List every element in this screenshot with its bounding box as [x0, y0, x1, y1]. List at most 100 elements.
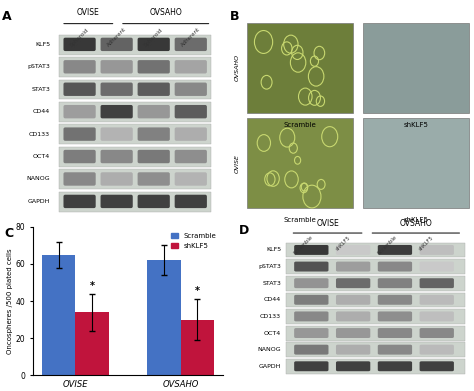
- Bar: [59, 169, 211, 189]
- Text: GAPDH: GAPDH: [259, 364, 281, 369]
- Text: STAT3: STAT3: [262, 281, 281, 286]
- Bar: [75, 312, 109, 375]
- FancyBboxPatch shape: [175, 127, 207, 141]
- FancyBboxPatch shape: [175, 195, 207, 208]
- Text: CD133: CD133: [260, 314, 281, 319]
- FancyBboxPatch shape: [294, 278, 328, 288]
- FancyBboxPatch shape: [100, 195, 133, 208]
- Text: Scramble: Scramble: [284, 217, 317, 223]
- Text: NANOG: NANOG: [27, 176, 50, 181]
- FancyBboxPatch shape: [419, 328, 454, 338]
- Bar: [59, 57, 211, 77]
- FancyBboxPatch shape: [100, 105, 133, 118]
- Text: Adherent: Adherent: [180, 27, 201, 48]
- FancyBboxPatch shape: [378, 345, 412, 355]
- FancyBboxPatch shape: [64, 127, 96, 141]
- Text: B: B: [230, 10, 239, 23]
- FancyBboxPatch shape: [100, 60, 133, 74]
- FancyBboxPatch shape: [64, 60, 96, 74]
- Text: shKLF5: shKLF5: [404, 217, 428, 223]
- Text: C: C: [5, 227, 14, 240]
- Bar: [181, 320, 214, 375]
- Bar: [286, 309, 465, 324]
- Bar: [59, 124, 211, 144]
- Text: OVSAHO: OVSAHO: [400, 219, 432, 228]
- Text: GAPDH: GAPDH: [28, 199, 50, 204]
- Text: pSTAT3: pSTAT3: [258, 264, 281, 269]
- FancyBboxPatch shape: [378, 312, 412, 321]
- Bar: [363, 118, 469, 208]
- Text: CD44: CD44: [33, 109, 50, 114]
- FancyBboxPatch shape: [100, 38, 133, 51]
- Bar: [59, 102, 211, 122]
- Bar: [59, 79, 211, 99]
- Bar: [286, 326, 465, 341]
- Text: OVISE: OVISE: [77, 8, 100, 17]
- FancyBboxPatch shape: [294, 262, 328, 271]
- Text: CD133: CD133: [29, 132, 50, 136]
- FancyBboxPatch shape: [336, 295, 370, 305]
- Text: D: D: [239, 224, 250, 237]
- Text: Spheroid: Spheroid: [143, 27, 164, 48]
- Text: Scramble: Scramble: [376, 235, 398, 256]
- FancyBboxPatch shape: [175, 150, 207, 163]
- FancyBboxPatch shape: [336, 345, 370, 355]
- Bar: [247, 23, 353, 113]
- FancyBboxPatch shape: [378, 278, 412, 288]
- FancyBboxPatch shape: [336, 278, 370, 288]
- Text: shKLF5: shKLF5: [418, 235, 435, 251]
- FancyBboxPatch shape: [378, 262, 412, 271]
- FancyBboxPatch shape: [175, 83, 207, 96]
- FancyBboxPatch shape: [294, 245, 328, 255]
- Text: shKLF5: shKLF5: [404, 122, 428, 128]
- Text: STAT3: STAT3: [31, 87, 50, 92]
- Text: OVSAHO: OVSAHO: [149, 8, 182, 17]
- FancyBboxPatch shape: [137, 105, 170, 118]
- Bar: [286, 276, 465, 291]
- FancyBboxPatch shape: [137, 127, 170, 141]
- FancyBboxPatch shape: [175, 38, 207, 51]
- FancyBboxPatch shape: [294, 361, 328, 371]
- FancyBboxPatch shape: [137, 195, 170, 208]
- Text: Spheroid: Spheroid: [69, 27, 90, 48]
- Text: NANOG: NANOG: [257, 347, 281, 352]
- FancyBboxPatch shape: [419, 361, 454, 371]
- Text: Scramble: Scramble: [293, 235, 314, 256]
- FancyBboxPatch shape: [378, 295, 412, 305]
- Text: shKLF5: shKLF5: [335, 235, 351, 251]
- Bar: [42, 255, 75, 375]
- Text: *: *: [195, 287, 200, 296]
- Text: A: A: [2, 10, 12, 23]
- FancyBboxPatch shape: [294, 328, 328, 338]
- FancyBboxPatch shape: [137, 38, 170, 51]
- Text: OCT4: OCT4: [33, 154, 50, 159]
- FancyBboxPatch shape: [336, 361, 370, 371]
- FancyBboxPatch shape: [378, 361, 412, 371]
- FancyBboxPatch shape: [64, 195, 96, 208]
- Text: OVISE: OVISE: [316, 219, 339, 228]
- FancyBboxPatch shape: [100, 127, 133, 141]
- FancyBboxPatch shape: [419, 312, 454, 321]
- Text: *: *: [90, 281, 95, 291]
- FancyBboxPatch shape: [64, 150, 96, 163]
- FancyBboxPatch shape: [378, 245, 412, 255]
- Bar: [363, 23, 469, 113]
- FancyBboxPatch shape: [64, 83, 96, 96]
- FancyBboxPatch shape: [100, 83, 133, 96]
- Text: pSTAT3: pSTAT3: [27, 64, 50, 69]
- Bar: [247, 118, 353, 208]
- FancyBboxPatch shape: [100, 172, 133, 186]
- Text: OCT4: OCT4: [264, 330, 281, 335]
- Bar: [59, 147, 211, 167]
- Text: KLF5: KLF5: [266, 248, 281, 253]
- FancyBboxPatch shape: [419, 245, 454, 255]
- FancyBboxPatch shape: [64, 105, 96, 118]
- FancyBboxPatch shape: [137, 172, 170, 186]
- Bar: [147, 260, 181, 375]
- FancyBboxPatch shape: [419, 345, 454, 355]
- FancyBboxPatch shape: [137, 60, 170, 74]
- Bar: [286, 359, 465, 374]
- FancyBboxPatch shape: [336, 328, 370, 338]
- FancyBboxPatch shape: [378, 328, 412, 338]
- FancyBboxPatch shape: [64, 172, 96, 186]
